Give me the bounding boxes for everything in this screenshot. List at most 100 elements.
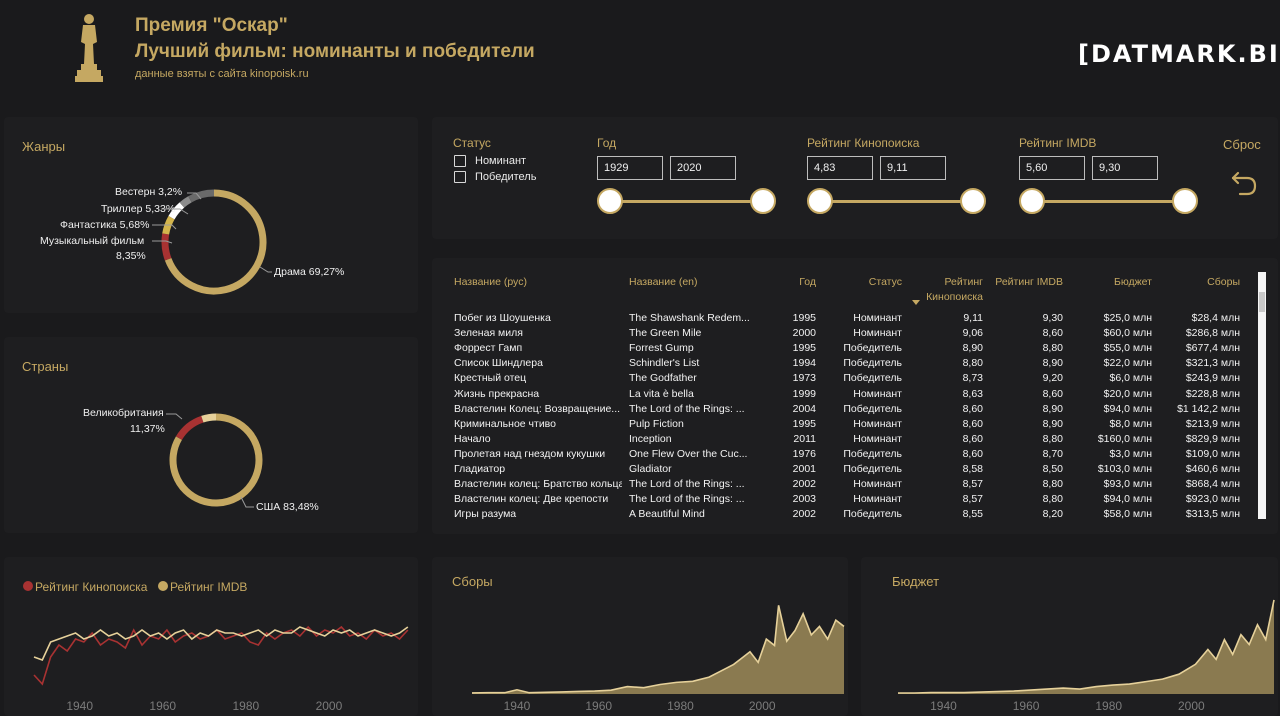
genre-slice-3[interactable] bbox=[168, 202, 185, 220]
table-scrollbar-thumb[interactable] bbox=[1259, 292, 1265, 312]
country-slice-2[interactable] bbox=[201, 413, 217, 423]
country-label-uk-pct: 11,37% bbox=[130, 423, 165, 435]
cell-kp: 8,58 bbox=[962, 463, 983, 475]
x-tick-label: 1960 bbox=[585, 699, 612, 713]
cell-year: 1994 bbox=[792, 357, 816, 370]
table-row[interactable]: Пролетая над гнездом кукушки One Flew Ove… bbox=[432, 448, 1252, 463]
checkbox-winner-label[interactable]: Победитель bbox=[475, 171, 537, 183]
table-row[interactable]: Жизнь прекрасна La vita è bella 1999 Номина… bbox=[432, 388, 1252, 403]
col-header-gross[interactable]: Сборы bbox=[1207, 276, 1240, 288]
cell-imdb: 8,80 bbox=[1042, 493, 1063, 506]
x-tick-label: 1980 bbox=[667, 699, 694, 713]
genres-card: Жанры Вестерн 3,2% Триллер 5,33% Фантаст… bbox=[4, 117, 418, 313]
table-scrollbar[interactable] bbox=[1258, 272, 1266, 519]
kp-slider-min-handle[interactable] bbox=[807, 188, 833, 214]
col-header-budget[interactable]: Бюджет bbox=[1114, 276, 1152, 288]
cell-budget: $6,0 млн bbox=[1109, 372, 1153, 385]
cell-name-en: One Flew Over the Cuc... bbox=[629, 447, 748, 460]
year-to-input[interactable]: 2020 bbox=[670, 156, 736, 180]
col-header-name-ru[interactable]: Название (рус) bbox=[454, 276, 527, 288]
kp-slider-max-handle[interactable] bbox=[960, 188, 986, 214]
area-line[interactable] bbox=[471, 605, 845, 694]
col-header-name-en[interactable]: Название (en) bbox=[629, 276, 698, 288]
year-from-input[interactable]: 1929 bbox=[597, 156, 663, 180]
imdb-to-input[interactable]: 9,30 bbox=[1092, 156, 1158, 180]
cell-kp: 8,55 bbox=[962, 508, 983, 521]
cell-gross: $213,9 млн bbox=[1185, 417, 1240, 430]
checkbox-winner[interactable] bbox=[454, 171, 466, 183]
col-header-year[interactable]: Год bbox=[799, 276, 816, 288]
cell-year: 2001 bbox=[792, 463, 816, 475]
imdb-slider-max-handle[interactable] bbox=[1172, 188, 1198, 214]
countries-title: Страны bbox=[22, 359, 69, 374]
cell-name-en: A Beautiful Mind bbox=[629, 508, 705, 521]
area-line[interactable] bbox=[898, 599, 1275, 694]
cell-name-ru: Пролетая над гнездом кукушки bbox=[454, 447, 606, 460]
cell-name-en: La vita è bella bbox=[629, 387, 694, 400]
genre-label-western: Вестерн 3,2% bbox=[115, 186, 183, 198]
kp-from-input[interactable]: 4,83 bbox=[807, 156, 873, 180]
year-slider-min-handle[interactable] bbox=[597, 188, 623, 214]
checkbox-nominee[interactable] bbox=[454, 155, 466, 167]
cell-year: 2000 bbox=[792, 327, 816, 340]
year-slider-max-handle[interactable] bbox=[750, 188, 776, 214]
table-row[interactable]: Форрест Гамп Forrest Gump 1995 Победитель 8,… bbox=[432, 342, 1252, 357]
table-row[interactable]: Властелин колец: Две крепости The Lord of… bbox=[432, 493, 1252, 508]
col-header-status[interactable]: Статус bbox=[868, 276, 902, 288]
table-row[interactable]: Властелин колец: Братство кольца The Lord… bbox=[432, 478, 1252, 493]
area-fill[interactable] bbox=[898, 599, 1274, 694]
gross-chart-title: Сборы bbox=[452, 574, 493, 589]
table-row[interactable]: Начало Inception 2011 Номинант 8,60 8,80 $160,… bbox=[432, 433, 1252, 448]
table-row[interactable]: Криминальное чтиво Pulp Fiction 1995 Номина… bbox=[432, 418, 1252, 433]
ratings-line-chart[interactable]: 1940 1960 1980 2000 bbox=[4, 557, 418, 716]
cell-status: Победитель bbox=[843, 508, 902, 521]
genre-slice-5[interactable] bbox=[188, 189, 215, 203]
budget-area-chart[interactable]: 1940 1960 1980 2000 bbox=[861, 557, 1278, 716]
imdb-from-input[interactable]: 5,60 bbox=[1019, 156, 1085, 180]
table-row[interactable]: Побег из Шоушенка The Shawshank Redem... 1… bbox=[432, 312, 1252, 327]
checkbox-nominee-label[interactable]: Номинант bbox=[475, 155, 527, 167]
genre-slice-2[interactable] bbox=[162, 215, 175, 235]
cell-imdb: 8,70 bbox=[1042, 447, 1063, 460]
cell-name-en: The Shawshank Redem... bbox=[629, 312, 750, 324]
table-row[interactable]: Зеленая миля The Green Mile 2000 Номинант 9,… bbox=[432, 327, 1252, 342]
col-header-kp[interactable]: Рейтинг bbox=[944, 276, 983, 288]
cell-name-ru: Жизнь прекрасна bbox=[454, 387, 540, 400]
table-row[interactable]: Игры разума A Beautiful Mind 2002 Победител… bbox=[432, 508, 1252, 523]
genre-label-fantasy: Фантастика 5,68% bbox=[60, 219, 150, 231]
table-row[interactable]: Список Шиндлера Schindler's List 1994 Побед… bbox=[432, 357, 1252, 372]
budget-chart-title: Бюджет bbox=[892, 574, 940, 589]
col-header-kp-line2[interactable]: Кинопоиска bbox=[926, 291, 983, 303]
cell-gross: $228,8 млн bbox=[1185, 387, 1240, 400]
sort-desc-icon[interactable] bbox=[912, 300, 920, 306]
cell-budget: $3,0 млн bbox=[1109, 447, 1153, 460]
area-fill[interactable] bbox=[472, 605, 844, 694]
kp-to-input[interactable]: 9,11 bbox=[880, 156, 946, 180]
cell-status: Победитель bbox=[843, 402, 902, 415]
imdb-slider-min-handle[interactable] bbox=[1019, 188, 1045, 214]
countries-donut-chart[interactable] bbox=[167, 411, 265, 509]
table-row[interactable]: Крестный отец The Godfather 1973 Победитель… bbox=[432, 372, 1252, 387]
genre-slice-4[interactable] bbox=[179, 196, 192, 208]
imdb-slider-track[interactable] bbox=[1032, 200, 1184, 203]
cell-budget: $103,0 млн bbox=[1097, 463, 1152, 475]
kp-slider-track[interactable] bbox=[820, 200, 972, 203]
series-line-0[interactable] bbox=[33, 625, 409, 686]
genre-slice-0[interactable] bbox=[164, 189, 267, 295]
cell-year: 1999 bbox=[792, 387, 816, 400]
undo-arrow-icon[interactable] bbox=[1230, 165, 1260, 197]
reset-label[interactable]: Сброс bbox=[1223, 137, 1261, 152]
country-slice-0[interactable] bbox=[169, 413, 263, 507]
table-row[interactable]: Гладиатор Gladiator 2001 Победитель 8,58 8,50… bbox=[432, 463, 1252, 478]
genres-donut-chart[interactable] bbox=[159, 187, 269, 297]
series-line-1[interactable] bbox=[33, 626, 409, 662]
cell-budget: $58,0 млн bbox=[1103, 508, 1152, 521]
genre-label-musical: Музыкальный фильм bbox=[40, 235, 145, 247]
country-slice-1[interactable] bbox=[175, 415, 204, 441]
year-slider-track[interactable] bbox=[610, 200, 762, 203]
gross-area-chart[interactable]: 1940 1960 1980 2000 bbox=[432, 557, 848, 716]
table-row[interactable]: Властелин Колец: Возвращение... The Lord … bbox=[432, 403, 1252, 418]
col-header-imdb[interactable]: Рейтинг IMDB bbox=[995, 276, 1063, 288]
cell-year: 1973 bbox=[792, 372, 816, 385]
genre-slice-1[interactable] bbox=[161, 233, 172, 261]
